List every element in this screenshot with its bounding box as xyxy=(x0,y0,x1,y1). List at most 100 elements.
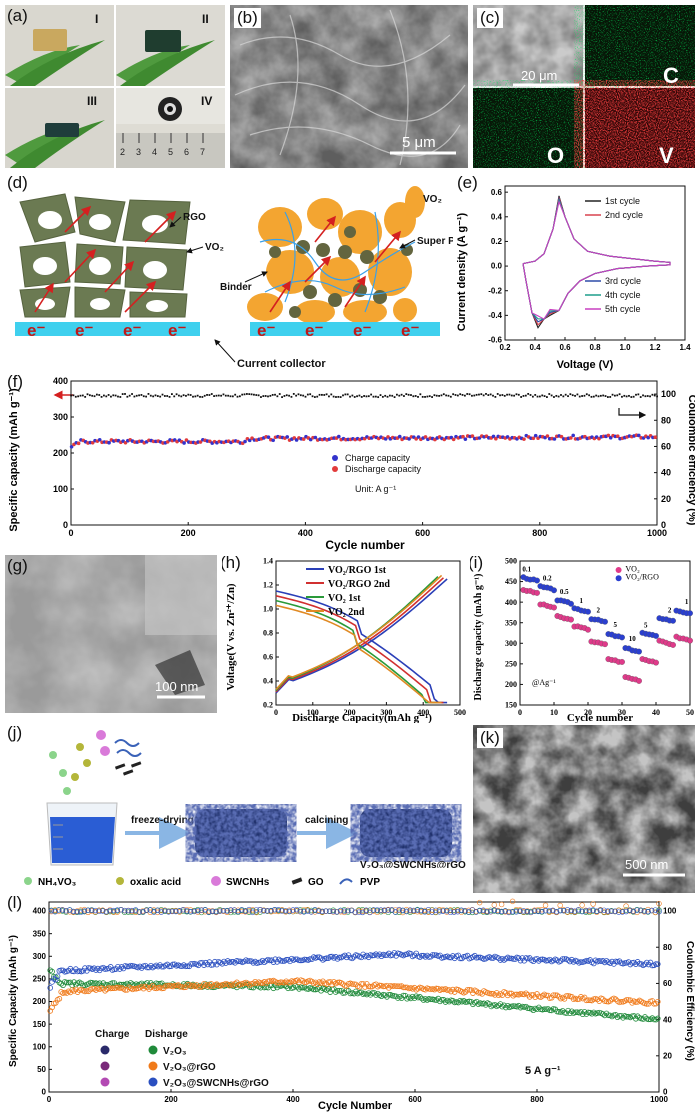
capacity-point xyxy=(107,440,111,445)
efficiency-point xyxy=(381,907,388,913)
efficiency-point xyxy=(184,908,190,914)
efficiency-point xyxy=(461,394,464,396)
legend-row: NH₄VO₃ oxalic acid SWCNHs GO PVP xyxy=(24,876,380,888)
y-tick-label: 150 xyxy=(505,701,517,710)
efficiency-point xyxy=(616,907,622,914)
schematic-diagram: e⁻ e⁻ e⁻ e⁻ RGO VO₂ xyxy=(15,186,453,370)
capacity-point xyxy=(488,955,495,961)
y2-axis-label: Coulombic efficiency (%) xyxy=(686,395,695,526)
capacity-point xyxy=(585,997,592,1003)
efficiency-point xyxy=(238,395,241,398)
efficiency-point xyxy=(644,395,647,398)
efficiency-point xyxy=(379,394,382,396)
efficiency-point xyxy=(178,394,180,397)
y2-tick-label: 20 xyxy=(661,494,671,504)
cycling-chart-svg: Cycle Number Specific Capacity (mAh g⁻¹)… xyxy=(8,898,695,1112)
efficiency-point xyxy=(393,396,396,399)
efficiency-point xyxy=(487,908,494,915)
capacity-point xyxy=(49,968,55,975)
capacity-point xyxy=(583,997,590,1004)
efficiency-point xyxy=(612,908,618,914)
efficiency-point xyxy=(285,394,288,397)
efficiency-point xyxy=(107,907,113,914)
capacity-point xyxy=(533,433,538,438)
efficiency-point xyxy=(239,908,245,915)
efficiency-point xyxy=(175,393,178,396)
efficiency-point xyxy=(176,908,183,914)
efficiency-point xyxy=(568,907,574,914)
efficiency-point xyxy=(99,908,106,914)
efficiency-point xyxy=(628,394,630,397)
efficiency-point xyxy=(491,907,497,913)
capacity-point xyxy=(532,994,538,1000)
capacity-point xyxy=(235,958,242,965)
efficiency-point xyxy=(548,393,551,395)
efficiency-point xyxy=(433,394,436,397)
efficiency-point xyxy=(224,394,227,397)
capacity-point xyxy=(365,983,372,990)
efficiency-point xyxy=(571,394,574,397)
capacity-point xyxy=(327,989,334,995)
efficiency-point xyxy=(604,395,607,397)
capacity-point xyxy=(60,982,66,989)
capacity-point xyxy=(294,438,299,442)
efficiency-point xyxy=(403,395,405,397)
x-tick-label: 1000 xyxy=(650,1095,668,1104)
efficiency-point xyxy=(136,909,142,915)
rate-point xyxy=(653,659,659,666)
panel-e-cv-chart: Voltage (V) Current density (A g⁻¹) 1st … xyxy=(455,172,695,372)
efficiency-point xyxy=(480,393,483,396)
efficiency-point xyxy=(132,909,139,915)
efficiency-point xyxy=(412,395,415,398)
plot-frame xyxy=(504,185,686,341)
capacity-point xyxy=(541,1006,548,1012)
efficiency-point xyxy=(656,395,658,398)
capacity-point xyxy=(583,1011,590,1017)
capacity-point xyxy=(451,437,456,442)
x-tick-label: 1.2 xyxy=(649,343,661,352)
x-tick-label: 40 xyxy=(652,708,660,717)
efficiency-point xyxy=(594,908,600,914)
capacity-point xyxy=(417,994,423,1000)
efficiency-point xyxy=(105,395,108,398)
efficiency-point xyxy=(567,395,569,398)
x-tick-label: 300 xyxy=(380,708,392,717)
efficiency-point xyxy=(70,908,77,915)
efficiency-point xyxy=(173,908,179,915)
capacity-point xyxy=(446,954,452,961)
capacity-point xyxy=(470,1001,476,1008)
capacity-point xyxy=(422,986,429,993)
efficiency-point xyxy=(616,394,619,397)
y-tick-label: 500 xyxy=(505,557,517,566)
cycling-chart-svg: Cycle number Specific capacity (mAh g⁻¹)… xyxy=(8,376,695,552)
capacity-point xyxy=(464,987,471,993)
efficiency-point xyxy=(356,909,362,915)
efficiency-point xyxy=(653,394,656,397)
efficiency-point xyxy=(372,395,375,398)
efficiency-point xyxy=(356,908,362,914)
capacity-point xyxy=(148,980,154,986)
capacity-point xyxy=(569,436,573,440)
efficiency-point xyxy=(388,394,391,397)
capacity-point xyxy=(397,434,402,439)
x-tick-label: 0 xyxy=(68,528,73,538)
efficiency-point xyxy=(625,395,628,398)
efficiency-point xyxy=(56,907,62,913)
capacity-point xyxy=(378,993,385,1000)
capacity-point xyxy=(342,952,348,959)
capacity-point xyxy=(292,436,297,440)
x-tick-label: 0.8 xyxy=(589,343,601,352)
x-tick-label: 600 xyxy=(408,1095,422,1104)
capacity-point xyxy=(437,998,443,1005)
capacity-point xyxy=(603,998,610,1005)
capacity-point xyxy=(629,1013,635,1019)
y2-tick-label: 80 xyxy=(661,415,671,425)
efficiency-point xyxy=(407,909,413,915)
capacity-point xyxy=(184,982,191,988)
rate-point xyxy=(551,587,557,594)
capacity-point xyxy=(450,997,456,1004)
efficiency-point xyxy=(574,394,576,397)
capacity-point xyxy=(287,979,293,986)
efficiency-point xyxy=(138,394,140,397)
synthesis-diagram: freeze-drying calcining V₂O₃@SWCNHs@rGO xyxy=(46,730,466,868)
